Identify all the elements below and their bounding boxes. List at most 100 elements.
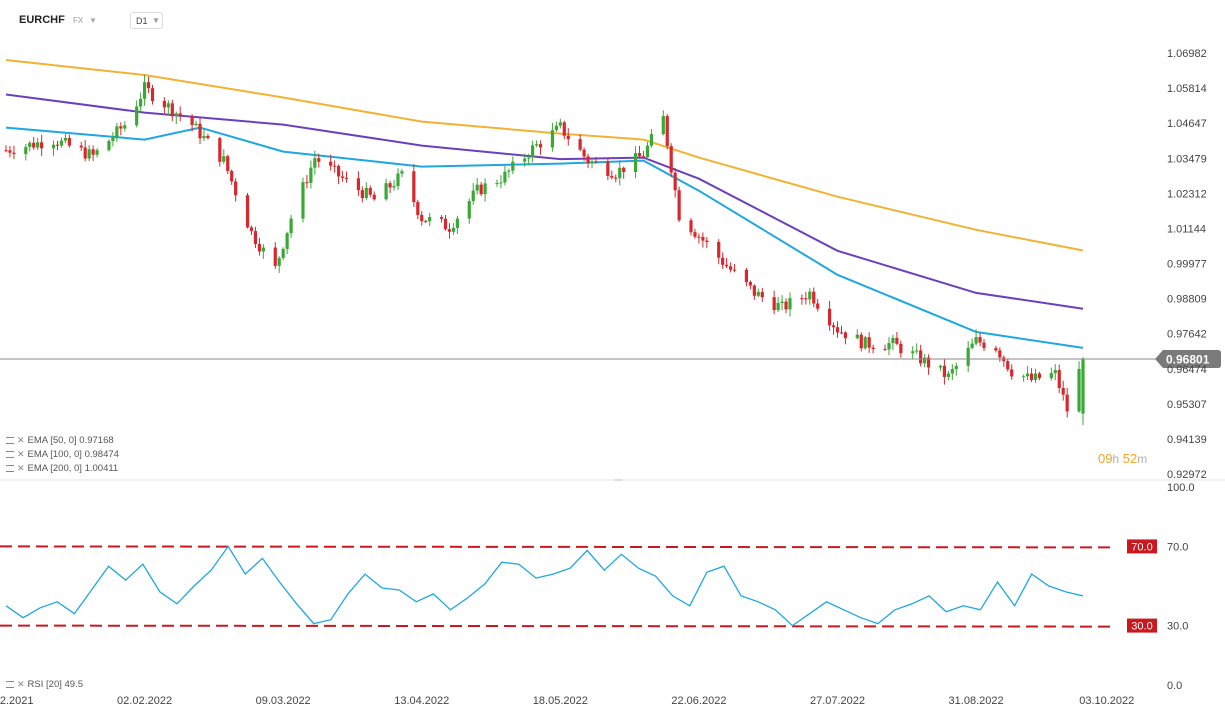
menu-icon[interactable]: [6, 680, 14, 688]
rsi-line: [5, 545, 1084, 627]
candle-body: [344, 177, 349, 179]
candle-body: [245, 195, 250, 228]
candle-body: [645, 145, 650, 158]
candle-body: [479, 184, 483, 195]
candle-body: [178, 113, 182, 117]
candle-body: [550, 130, 555, 148]
candle-body: [428, 217, 432, 222]
indicator-label: EMA [50, 0] 0.97168: [27, 435, 114, 446]
candle-body: [895, 337, 899, 344]
candle-body: [622, 167, 626, 173]
ema-line: [5, 59, 1084, 252]
candle-body: [531, 145, 535, 158]
symbol-label[interactable]: EURCHF: [19, 14, 65, 26]
candle-body: [721, 257, 725, 265]
current-price-label: 0.96801: [1166, 352, 1210, 366]
chevron-down-icon: ▼: [152, 16, 160, 25]
candle-body: [586, 156, 590, 164]
close-icon[interactable]: ✕: [17, 463, 25, 473]
candle-body: [1061, 387, 1065, 395]
candle-body: [998, 350, 1002, 358]
close-icon[interactable]: ✕: [17, 449, 25, 459]
candle-body: [412, 171, 416, 203]
candle-body: [1029, 373, 1034, 380]
rsi-tick-label: 100.0: [1167, 482, 1195, 494]
candle-body: [123, 125, 127, 129]
candle-body: [67, 137, 71, 146]
candle-body: [451, 227, 456, 232]
date-axis[interactable]: 29.12.2021 02.02.2022 09.03.2022 13.04.2022…: [0, 695, 1134, 707]
candle-body: [87, 149, 91, 159]
candle-body: [748, 282, 752, 286]
candle-body: [222, 156, 226, 162]
candle-body: [198, 123, 202, 139]
candle-body: [483, 183, 487, 195]
candle-body: [1049, 373, 1053, 379]
menu-icon[interactable]: [6, 464, 14, 472]
candle-body: [174, 113, 178, 117]
candle-body: [839, 332, 844, 334]
timeframe-select[interactable]: D1 ▼: [130, 12, 163, 29]
ema-line: [5, 93, 1084, 310]
candle-body: [301, 182, 305, 219]
candle-body: [4, 150, 8, 152]
candle-body: [978, 337, 982, 343]
close-icon[interactable]: ✕: [17, 679, 25, 689]
candle-body: [281, 248, 285, 258]
candle-body: [392, 186, 396, 188]
candle-body: [843, 332, 848, 339]
indicator-label: EMA [200, 0] 1.00411: [27, 463, 119, 474]
indicator-legend-ema50[interactable]: ✕ EMA [50, 0] 0.97168: [6, 435, 114, 446]
candle-body: [926, 357, 931, 368]
candle-body: [368, 187, 372, 195]
candle-body: [253, 231, 258, 245]
candle-body: [677, 190, 681, 221]
date-tick-label: 27.07.2022: [810, 695, 865, 707]
candle-body: [915, 350, 919, 352]
chevron-down-icon[interactable]: ▼: [89, 16, 97, 25]
close-icon[interactable]: ✕: [17, 435, 25, 445]
candle-body: [511, 161, 515, 171]
candle-body: [534, 144, 539, 146]
timeframe-value: D1: [136, 16, 148, 26]
candle-body: [309, 167, 313, 183]
candle-body: [610, 175, 614, 178]
rsi-level-tag-label: 30.0: [1131, 621, 1152, 633]
market-label: FX: [73, 16, 84, 25]
candle-body: [788, 298, 792, 310]
indicator-legend-rsi[interactable]: ✕ RSI [20] 49.5: [6, 679, 83, 690]
indicator-legend-ema100[interactable]: ✕ EMA [100, 0] 0.98474: [6, 449, 119, 460]
price-tick-label: 1.03479: [1167, 153, 1207, 165]
candle-body: [717, 242, 721, 258]
candle-body: [63, 137, 67, 141]
candle-body: [384, 183, 388, 200]
price-tick-label: 1.04647: [1167, 118, 1207, 130]
candle-body: [566, 135, 570, 140]
candle-body: [28, 142, 32, 147]
candle-body: [150, 88, 155, 101]
countdown-minutes-unit: m: [1137, 452, 1148, 466]
candle-body: [780, 301, 784, 304]
countdown-minutes: 52: [1122, 451, 1138, 466]
candle-body: [527, 157, 531, 159]
candle-body: [1057, 370, 1061, 388]
candle-body: [111, 137, 115, 142]
price-tick-label: 1.01144: [1167, 223, 1206, 235]
menu-icon[interactable]: [6, 436, 14, 444]
candle-body: [162, 100, 166, 108]
candle-body: [467, 201, 471, 219]
menu-icon[interactable]: [6, 450, 14, 458]
price-axis[interactable]: 1.06982 1.05814 1.04647 1.03479 1.02312 1.011…: [1167, 48, 1207, 481]
candle-body: [170, 103, 174, 117]
candle-body: [669, 146, 673, 173]
candle-body: [388, 183, 392, 188]
countdown-hours-unit: h: [1112, 452, 1120, 466]
candle-body: [756, 291, 760, 296]
candle-body: [582, 149, 586, 157]
current-price-marker: 0.96801: [0, 349, 1221, 368]
candle-body: [966, 347, 970, 366]
candle-body: [507, 170, 511, 172]
date-tick-label: 18.05.2022: [533, 695, 588, 707]
indicator-legend-ema200[interactable]: ✕ EMA [200, 0] 1.00411: [6, 463, 118, 474]
